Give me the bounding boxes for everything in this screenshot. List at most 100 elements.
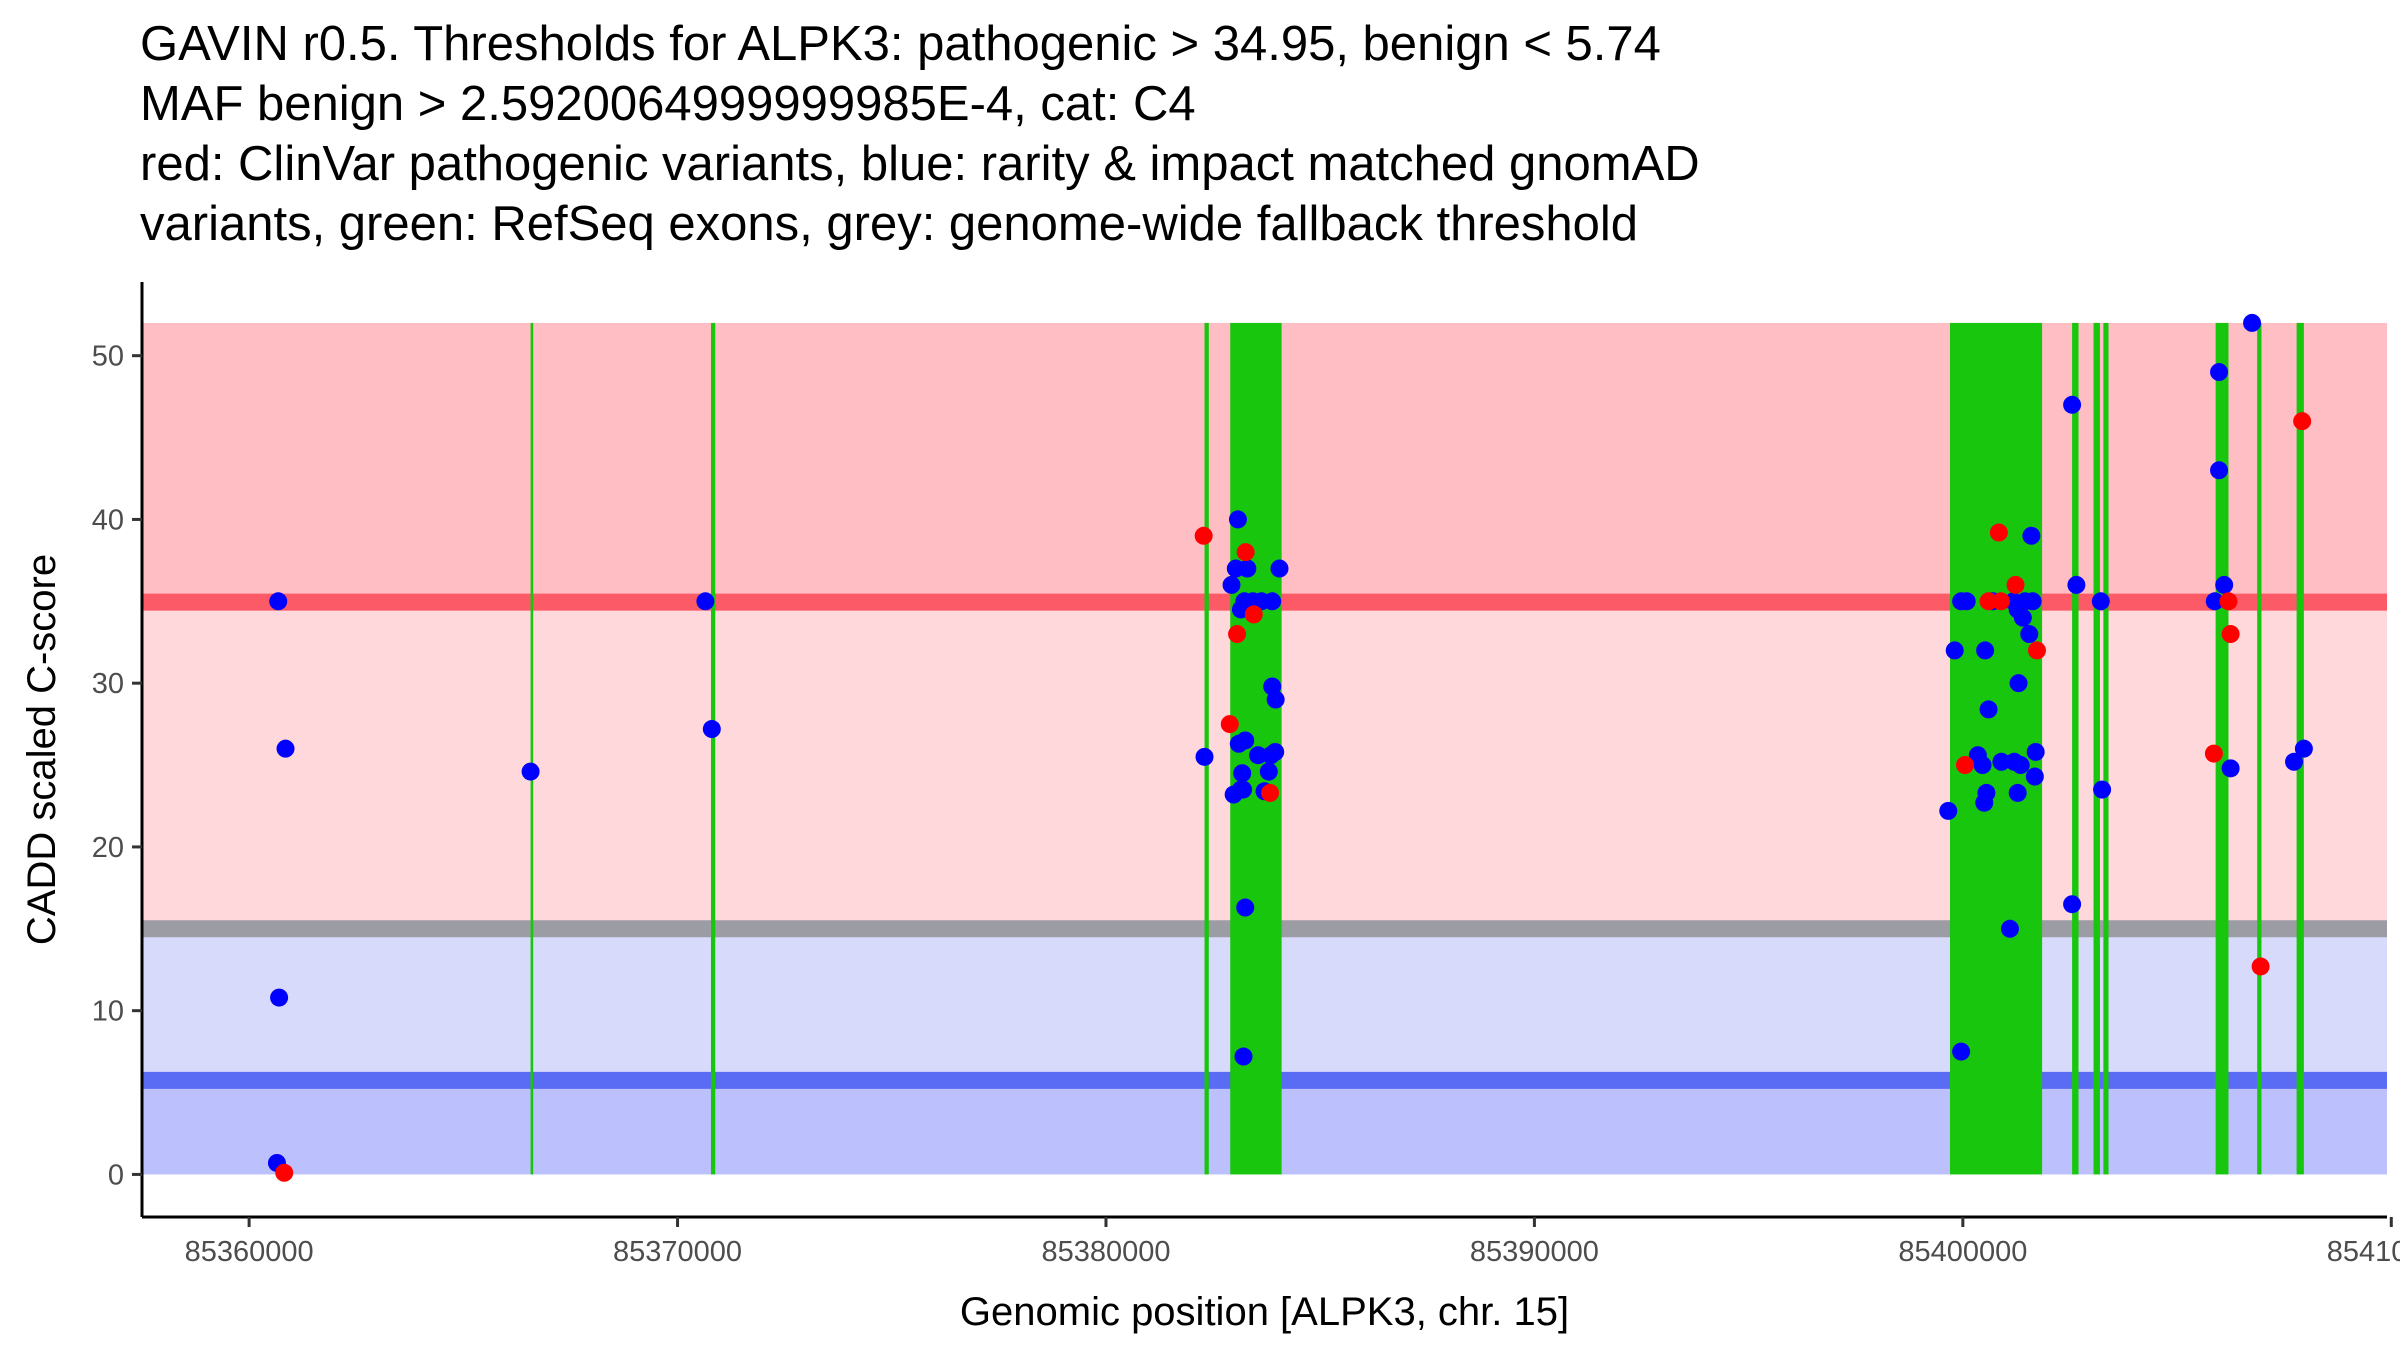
x-tick-label: 85390000 [1470,1236,1599,1268]
gnomad-point [2026,742,2045,761]
gnomad-point [1259,762,1278,781]
gnomad-point [1975,793,1994,812]
gnomad-point [270,988,289,1007]
y-tick-label: 40 [92,504,124,536]
gnomad-point [1231,780,1250,799]
gnomad-point [276,739,295,758]
y-axis-title: CADD scaled C-score [20,554,64,945]
clinvar-point [1236,543,1255,562]
gnomad-point [1976,641,1995,660]
title-line-3: red: ClinVar pathogenic variants, blue: … [140,137,1700,191]
y-tick-label: 50 [92,341,124,373]
clinvar-point [275,1163,294,1182]
gnomad-point [1222,575,1241,594]
gnomad-point [1233,764,1252,783]
x-tick-label: 85410000 [2327,1236,2400,1268]
gnomad-point [1238,559,1257,578]
gnomad-point [2221,759,2240,778]
gnomad-point [1195,747,1214,766]
clinvar-point [2293,412,2312,431]
gnomad-point [696,592,715,611]
clinvar-point [1194,526,1213,545]
gnomad-point [2215,575,2234,594]
clinvar-point [1228,625,1247,644]
chart-title: GAVIN r0.5. Thresholds for ALPK3: pathog… [140,14,2380,254]
x-tick-label: 85370000 [613,1236,742,1268]
gnomad-point [1270,559,1289,578]
exon-bar-5 [1949,322,2043,1175]
gnomad-point [1945,641,1964,660]
gnomad-point [1236,898,1255,917]
x-tick-label: 85400000 [1898,1236,2027,1268]
gnomad-point [2000,919,2019,938]
y-tick-label: 0 [108,1159,124,1191]
x-tick-label: 85360000 [185,1236,314,1268]
gnomad-point [1973,756,1992,775]
gnomad-point [2020,625,2039,644]
exon-bar-1 [530,322,534,1175]
gnomad-point [1939,801,1958,820]
exon-bar-10 [2257,322,2262,1175]
clinvar-point [1955,756,1974,775]
gnomad-point [2063,895,2082,914]
title-line-2: MAF benign > 2.5920064999999985E-4, cat:… [140,77,1196,131]
clinvar-point [2221,625,2240,644]
gnomad-point [2067,575,2086,594]
title-line-4: variants, green: RefSeq exons, grey: gen… [140,197,1639,251]
gnomad-point [1952,1042,1971,1061]
clinvar-point [2027,641,2046,660]
gnomad-point [2091,592,2110,611]
ticks: 0 10 20 30 40 50 85360000 85370000 85380000 85390… [92,341,2400,1268]
gnomad-point [1957,592,1976,611]
x-axis-title: Genomic position [ALPK3, chr. 15] [960,1290,1569,1334]
gnomad-point [2063,395,2082,414]
y-tick-label: 10 [92,996,124,1028]
gnomad-point [702,720,721,739]
gnomad-point [2023,592,2042,611]
gnomad-point [269,592,288,611]
clinvar-point [1261,783,1280,802]
clinvar-point [1244,605,1263,624]
gnomad-point [1979,700,1998,719]
clinvar-point [1979,592,1998,611]
gnomad-point [2093,780,2112,799]
title-line-1: GAVIN r0.5. Thresholds for ALPK3: pathog… [140,17,1661,71]
gnomad-point [2285,752,2304,771]
gnomad-point [2210,363,2229,382]
gnomad-point [2025,767,2044,786]
clinvar-point [1220,715,1239,734]
gnomad-point [521,762,540,781]
exon-bar-9 [2215,322,2229,1175]
clinvar-point [1991,592,2010,611]
exon-bar-2 [710,322,716,1175]
gnomad-point [2008,783,2027,802]
gnomad-point [2009,674,2028,693]
gnomad-point [2205,592,2224,611]
axes [140,282,2387,1219]
exon-bar-8 [2103,322,2109,1175]
y-tick-label: 20 [92,832,124,864]
clinvar-point [1989,523,2008,542]
gnomad-point [1229,734,1248,753]
gnomad-point [1992,752,2011,771]
gnomad-point [2022,526,2041,545]
clinvar-point [2006,575,2025,594]
gnomad-point [1263,592,1282,611]
gnomad-point [1234,1047,1253,1066]
gnomad-point [2294,739,2313,758]
gnomad-point [1266,742,1285,761]
exon-bar-7 [2093,322,2100,1175]
exon-bar-6 [2072,322,2079,1175]
gnomad-point [2011,756,2030,775]
gnomad-point [2210,461,2229,480]
clinvar-point [2251,957,2270,976]
gnomad-point [2013,608,2032,627]
y-tick-label: 30 [92,668,124,700]
variant-points [267,313,2313,1182]
gnomad-point [1228,510,1247,529]
gnomad-point [2243,313,2262,332]
clinvar-point [2219,592,2238,611]
x-tick-label: 85380000 [1041,1236,1170,1268]
gnomad-point [1249,746,1268,765]
